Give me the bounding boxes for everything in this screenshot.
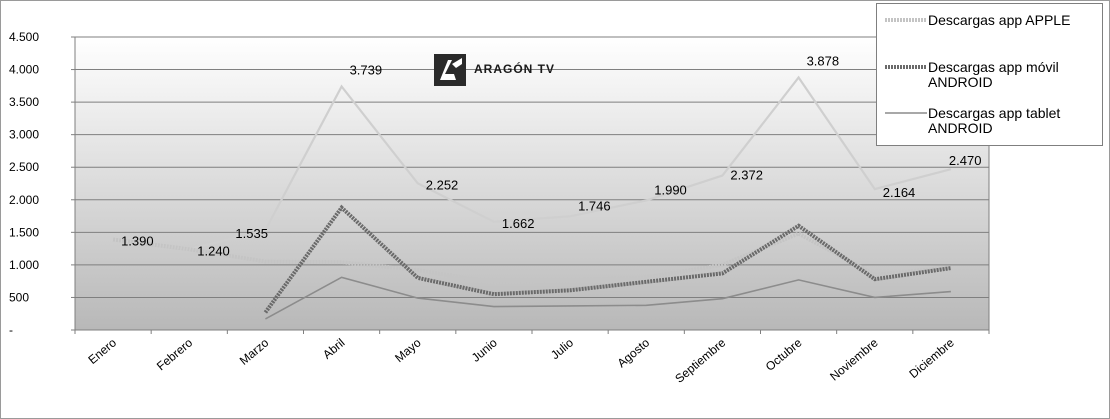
y-tick-label: 2.500 [9, 160, 39, 174]
legend: Descargas app APPLE Descargas app móvil … [876, 3, 1103, 146]
x-tick-label: Junio [469, 335, 500, 364]
series-line-2 [263, 204, 952, 314]
y-tick-label: - [9, 323, 13, 337]
data-label: 1.746 [578, 198, 611, 213]
x-axis: Enero Febrero Marzo Abril Mayo Junio Julio Agos… [74, 329, 990, 386]
x-tick-label: Septiembre [672, 335, 728, 385]
x-tick-label: Mayo [392, 335, 424, 365]
legend-swatch-android-tablet [885, 112, 927, 114]
data-label: 3.739 [350, 63, 383, 78]
data-labels: 1.390 1.240 1.535 3.739 2.252 1.662 1.746 1.990… [121, 53, 981, 258]
series-line-3 [265, 276, 951, 320]
x-tick-label: Noviembre [827, 335, 881, 383]
data-label: 1.662 [502, 216, 535, 231]
data-label: 1.535 [235, 226, 268, 241]
x-tick-label: Marzo [237, 335, 272, 367]
legend-item-android-tablet: Descargas app tablet ANDROID [877, 106, 1102, 140]
x-tick-label: Abril [320, 336, 347, 362]
x-tick-label: Enero [85, 335, 119, 367]
y-tick-label: 4.000 [9, 63, 39, 77]
y-tick-label: 1.500 [9, 225, 39, 239]
legend-label-android-movil: Descargas app móvil ANDROID [928, 59, 1059, 90]
series-line-0 [112, 75, 952, 251]
y-tick-label: 4.500 [9, 30, 39, 44]
legend-item-apple: Descargas app APPLE [877, 12, 1102, 32]
data-label: 3.878 [807, 53, 840, 68]
x-tick-label: Julio [548, 335, 576, 362]
series-lines [112, 75, 952, 320]
data-label: 1.990 [654, 182, 687, 197]
y-tick-label: 2.000 [9, 193, 39, 207]
y-tick-label: 500 [9, 290, 29, 304]
aragon-tv-icon [434, 54, 466, 86]
y-tick-label: 3.000 [9, 128, 39, 142]
series-line-1 [112, 231, 952, 285]
x-tick-label: Febrero [154, 335, 195, 373]
x-tick-label: Agosto [615, 335, 653, 370]
x-tick-label: Octubre [763, 335, 805, 373]
data-label: 2.252 [426, 177, 459, 192]
legend-swatch-android-movil [885, 65, 927, 69]
x-tick-label: Diciembre [906, 335, 957, 381]
data-label: 2.470 [949, 153, 982, 168]
legend-label-android-tablet: Descargas app tablet ANDROID [928, 105, 1061, 136]
data-label: 1.240 [197, 243, 230, 258]
legend-label-apple: Descargas app APPLE [928, 12, 1071, 28]
legend-item-android-movil: Descargas app móvil ANDROID [877, 60, 1102, 94]
aragon-tv-logo: ARAGÓN TV [434, 54, 574, 86]
data-label: 2.372 [730, 168, 763, 183]
y-axis: - 500 1.000 1.500 2.000 2.500 3.000 3.500 4.000 4… [9, 30, 76, 337]
y-tick-label: 1.000 [9, 258, 39, 272]
y-tick-label: 3.500 [9, 95, 39, 109]
data-label: 1.390 [121, 233, 154, 248]
data-label: 2.164 [883, 185, 916, 200]
logo-text: ARAGÓN TV [474, 62, 555, 76]
legend-swatch-apple [885, 18, 927, 22]
